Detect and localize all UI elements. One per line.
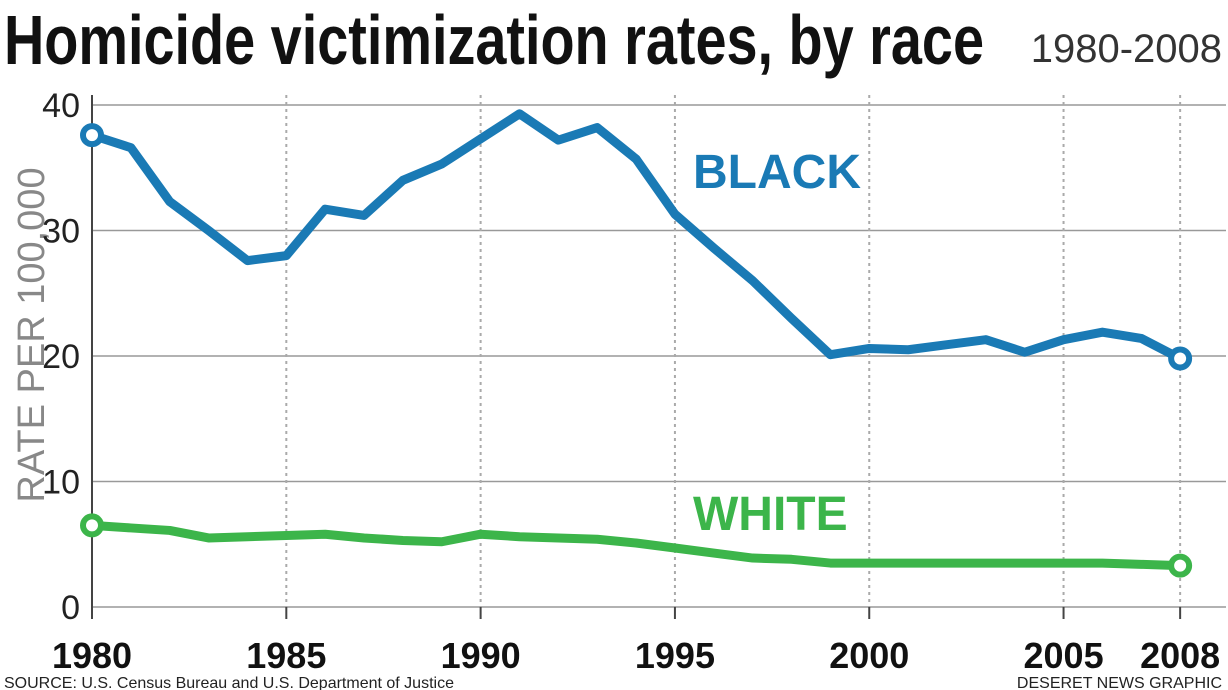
x-tick-label: 1985 — [246, 635, 326, 676]
credit-note: DESERET NEWS GRAPHIC — [1017, 675, 1222, 690]
chart-title: Homicide victimization rates, by race — [4, 1, 984, 79]
y-tick-label: 30 — [42, 213, 80, 251]
x-tick-label: 2000 — [829, 635, 909, 676]
y-tick-label: 10 — [42, 464, 80, 502]
x-tick-label: 1995 — [635, 635, 715, 676]
x-tick-label: 1980 — [52, 635, 132, 676]
endpoint-marker — [1168, 553, 1193, 578]
chart-subtitle: 1980-2008 — [1031, 27, 1222, 71]
y-tick-label: 0 — [61, 589, 80, 627]
series-label: WHITE — [693, 488, 848, 541]
endpoint-marker — [80, 513, 104, 538]
series-line — [91, 520, 1181, 571]
endpoint-marker — [80, 123, 104, 148]
source-note: SOURCE: U.S. Census Bureau and U.S. Depa… — [4, 675, 454, 690]
x-tick-label: 2008 — [1140, 635, 1220, 676]
y-tick-label: 20 — [42, 338, 80, 376]
series-label: BLACK — [693, 146, 861, 199]
series-line — [90, 109, 1183, 363]
y-axis-label: RATE PER 100,000 — [11, 167, 53, 502]
x-tick-label: 1990 — [441, 635, 521, 676]
x-tick-label: 2005 — [1024, 635, 1104, 676]
y-tick-label: 40 — [42, 87, 80, 125]
endpoint-marker — [1168, 346, 1193, 371]
